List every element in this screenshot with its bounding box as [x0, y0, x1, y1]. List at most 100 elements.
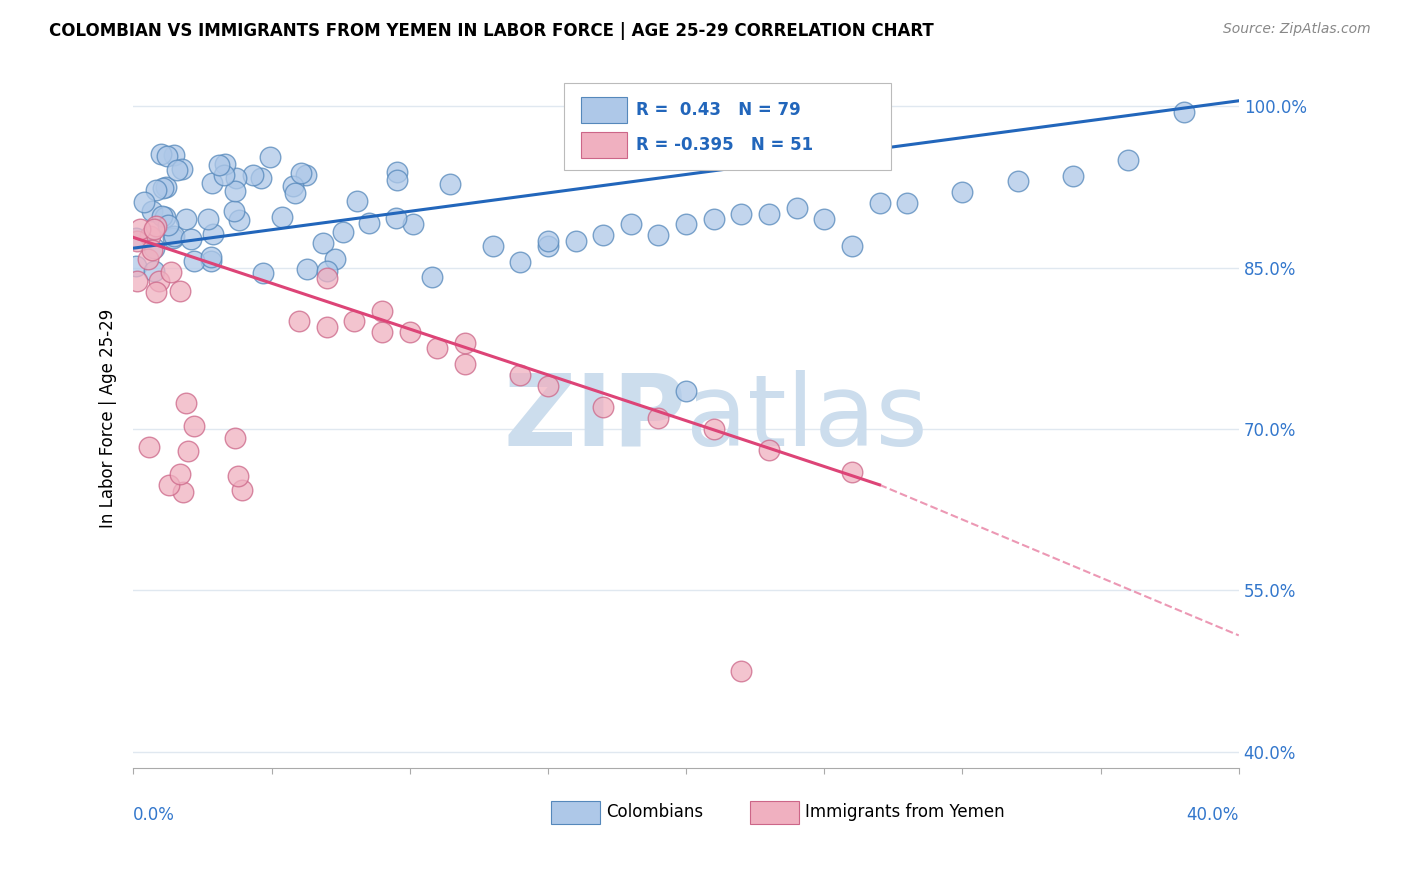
FancyBboxPatch shape	[564, 82, 890, 169]
Point	[202, 227, 225, 241]
Point	[387, 173, 409, 187]
Point	[228, 213, 250, 227]
Point	[224, 431, 246, 445]
Point	[703, 212, 725, 227]
Point	[138, 440, 160, 454]
Point	[758, 443, 780, 458]
Point	[125, 260, 148, 274]
Point	[169, 284, 191, 298]
Point	[145, 285, 167, 299]
Point	[312, 235, 335, 250]
Point	[564, 234, 586, 248]
Point	[703, 422, 725, 436]
Point	[162, 231, 184, 245]
Point	[183, 253, 205, 268]
Point	[952, 185, 974, 199]
Point	[139, 229, 162, 244]
Point	[402, 217, 425, 231]
Point	[439, 178, 461, 192]
Point	[454, 357, 477, 371]
FancyBboxPatch shape	[751, 801, 799, 823]
Point	[201, 176, 224, 190]
Point	[384, 211, 406, 226]
Y-axis label: In Labor Force | Age 25-29: In Labor Force | Age 25-29	[100, 309, 117, 528]
Point	[152, 181, 174, 195]
Point	[259, 150, 281, 164]
Text: atlas: atlas	[686, 369, 928, 467]
FancyBboxPatch shape	[551, 801, 600, 823]
Text: COLOMBIAN VS IMMIGRANTS FROM YEMEN IN LABOR FORCE | AGE 25-29 CORRELATION CHART: COLOMBIAN VS IMMIGRANTS FROM YEMEN IN LA…	[49, 22, 934, 40]
Point	[250, 171, 273, 186]
Point	[252, 266, 274, 280]
Point	[284, 186, 307, 201]
Point	[647, 228, 669, 243]
Point	[537, 379, 560, 393]
Point	[200, 250, 222, 264]
Point	[675, 384, 697, 399]
Text: R = -0.395   N = 51: R = -0.395 N = 51	[637, 136, 814, 154]
Point	[172, 485, 194, 500]
Point	[143, 241, 166, 255]
Point	[134, 194, 156, 209]
Point	[271, 210, 294, 224]
Point	[869, 196, 891, 211]
Point	[1062, 169, 1084, 183]
Point	[420, 270, 443, 285]
Point	[592, 228, 614, 243]
Point	[176, 396, 198, 410]
Point	[426, 341, 449, 355]
Text: Immigrants from Yemen: Immigrants from Yemen	[806, 804, 1005, 822]
Point	[148, 274, 170, 288]
FancyBboxPatch shape	[581, 132, 627, 158]
Point	[288, 314, 311, 328]
Point	[290, 166, 312, 180]
Point	[1007, 174, 1029, 188]
Point	[371, 325, 394, 339]
Point	[509, 255, 531, 269]
Point	[786, 202, 808, 216]
Point	[145, 183, 167, 197]
Point	[481, 239, 503, 253]
Point	[316, 264, 339, 278]
Point	[675, 218, 697, 232]
Point	[157, 478, 180, 492]
Point	[315, 271, 337, 285]
Point	[295, 169, 318, 183]
Point	[157, 218, 180, 232]
Point	[346, 194, 368, 208]
Point	[359, 216, 381, 230]
Point	[141, 203, 163, 218]
Point	[169, 467, 191, 482]
Point	[297, 262, 319, 277]
Point	[730, 664, 752, 678]
Point	[141, 243, 163, 257]
Text: ZIP: ZIP	[503, 369, 686, 467]
Point	[758, 207, 780, 221]
Point	[163, 148, 186, 162]
Point	[125, 274, 148, 288]
FancyBboxPatch shape	[581, 97, 627, 123]
Point	[125, 234, 148, 248]
Point	[509, 368, 531, 382]
Point	[1116, 153, 1139, 167]
Text: 40.0%: 40.0%	[1187, 806, 1239, 824]
Point	[153, 211, 176, 225]
Point	[212, 168, 235, 182]
Point	[222, 203, 245, 218]
Point	[125, 231, 148, 245]
Point	[145, 219, 167, 234]
Text: 0.0%: 0.0%	[134, 806, 176, 824]
Point	[224, 184, 246, 198]
Point	[225, 170, 247, 185]
Text: Colombians: Colombians	[606, 804, 703, 822]
Point	[620, 218, 643, 232]
Point	[160, 265, 183, 279]
Point	[231, 483, 253, 498]
Point	[454, 335, 477, 350]
Text: R =  0.43   N = 79: R = 0.43 N = 79	[637, 101, 801, 120]
Point	[315, 319, 337, 334]
Point	[166, 162, 188, 177]
Point	[537, 239, 560, 253]
Point	[813, 212, 835, 227]
Point	[323, 252, 346, 267]
